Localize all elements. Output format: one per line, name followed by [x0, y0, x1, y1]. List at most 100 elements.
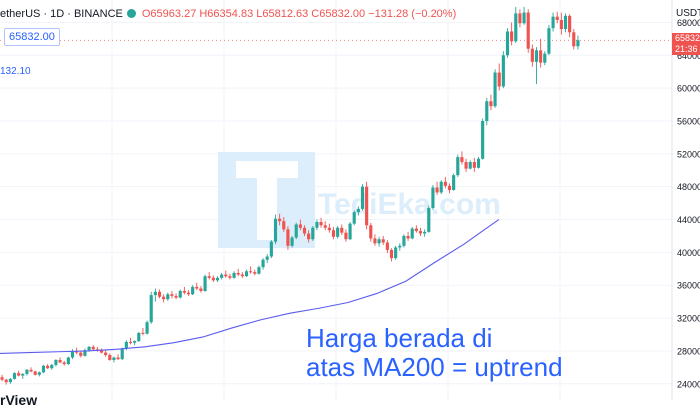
candle-body	[439, 181, 443, 193]
candle-body	[489, 101, 493, 107]
candle-body	[311, 227, 315, 240]
candle-body	[468, 162, 472, 169]
y-tick-label: 24000	[677, 379, 700, 389]
candle-body	[62, 362, 66, 365]
candle-body	[352, 212, 356, 224]
candle-body	[286, 229, 290, 246]
candle-body	[327, 227, 331, 231]
candle-body	[133, 341, 137, 343]
candle-body	[435, 187, 439, 193]
candle-body	[431, 187, 435, 209]
candle-body	[526, 12, 530, 49]
candle-body	[452, 175, 456, 190]
candle-body	[244, 271, 249, 277]
candle-body	[501, 55, 505, 87]
last-price-value: 65832	[675, 33, 700, 44]
candle-body	[91, 346, 95, 350]
annotation-text: Harga berada di atas MA200 = uptrend	[306, 324, 563, 382]
candle-body	[50, 364, 54, 369]
candle-body	[356, 208, 360, 213]
y-tick-label: 56000	[677, 116, 700, 126]
candle-body	[385, 242, 389, 250]
candle-body	[191, 286, 195, 295]
candle-body	[510, 31, 514, 42]
candle-body	[137, 332, 141, 342]
last-price-tag: 65832 21:36	[672, 33, 700, 56]
candle-body	[365, 186, 369, 226]
candle-body	[253, 272, 257, 274]
candlestick-series	[0, 6, 580, 385]
candle-body	[58, 359, 62, 363]
y-tick-label: 36000	[677, 281, 700, 291]
candle-body	[518, 13, 522, 24]
candle-body	[220, 274, 224, 278]
candle-body	[124, 341, 128, 349]
candle-body	[514, 13, 518, 42]
candle-body	[269, 241, 273, 257]
candle-body	[373, 238, 377, 244]
candle-body	[108, 355, 112, 360]
candle-body	[141, 332, 145, 334]
candle-body	[21, 373, 25, 376]
candle-body	[360, 186, 365, 209]
annotation-line-1: Harga berada di	[306, 323, 493, 353]
candle-body	[162, 296, 166, 300]
candle-body	[232, 272, 236, 278]
candle-body	[302, 227, 307, 234]
symbol-header: etherUS · 1D · BINANCE O65963.27 H66354.8…	[0, 8, 456, 20]
candle-body	[4, 379, 8, 383]
y-tick-label: 48000	[677, 182, 700, 192]
ma-legend-value: 132.10	[0, 66, 31, 77]
candle-body	[257, 267, 261, 274]
candle-body	[377, 239, 381, 244]
candle-body	[0, 377, 4, 380]
candle-body	[344, 232, 348, 240]
candle-body	[170, 294, 174, 296]
candle-body	[87, 346, 91, 351]
candle-body	[331, 230, 336, 237]
ma200-line	[0, 219, 500, 354]
candle-body	[340, 227, 344, 233]
candle-body	[336, 227, 340, 237]
candle-body	[12, 373, 17, 379]
candle-body	[79, 352, 83, 356]
candle-body	[493, 72, 497, 107]
candle-body	[394, 247, 398, 259]
candle-body	[145, 322, 149, 334]
candle-body	[17, 373, 21, 376]
y-tick-label: 60000	[677, 84, 700, 94]
candle-body	[116, 357, 120, 360]
candle-body	[236, 272, 240, 275]
y-tick-label: 68000	[677, 18, 700, 28]
candle-body	[265, 256, 269, 260]
candle-body	[228, 276, 232, 278]
candle-body	[203, 276, 207, 291]
candle-body	[149, 295, 153, 323]
market-status-icon	[126, 9, 136, 18]
candle-body	[414, 228, 418, 232]
candle-body	[576, 40, 580, 47]
candle-body	[315, 221, 319, 228]
candle-body	[551, 16, 555, 29]
candle-body	[522, 12, 526, 24]
annotation-line-2: atas MA200 = uptrend	[306, 352, 563, 382]
candle-body	[83, 350, 87, 356]
candle-body	[559, 19, 563, 29]
candle-body	[447, 185, 452, 190]
candle-body	[240, 274, 244, 277]
candle-body	[547, 28, 551, 54]
candle-body	[54, 359, 58, 365]
symbol-label[interactable]: etherUS · 1D · BINANCE	[0, 8, 123, 20]
candle-body	[186, 292, 191, 295]
candle-body	[323, 225, 327, 228]
candle-body	[427, 208, 431, 232]
candle-body	[153, 291, 157, 296]
candle-body	[410, 228, 414, 239]
candle-body	[99, 350, 104, 353]
candle-body	[563, 15, 568, 29]
candle-body	[543, 53, 547, 63]
candle-body	[166, 294, 170, 300]
candle-body	[381, 239, 385, 243]
candle-body	[41, 365, 46, 373]
